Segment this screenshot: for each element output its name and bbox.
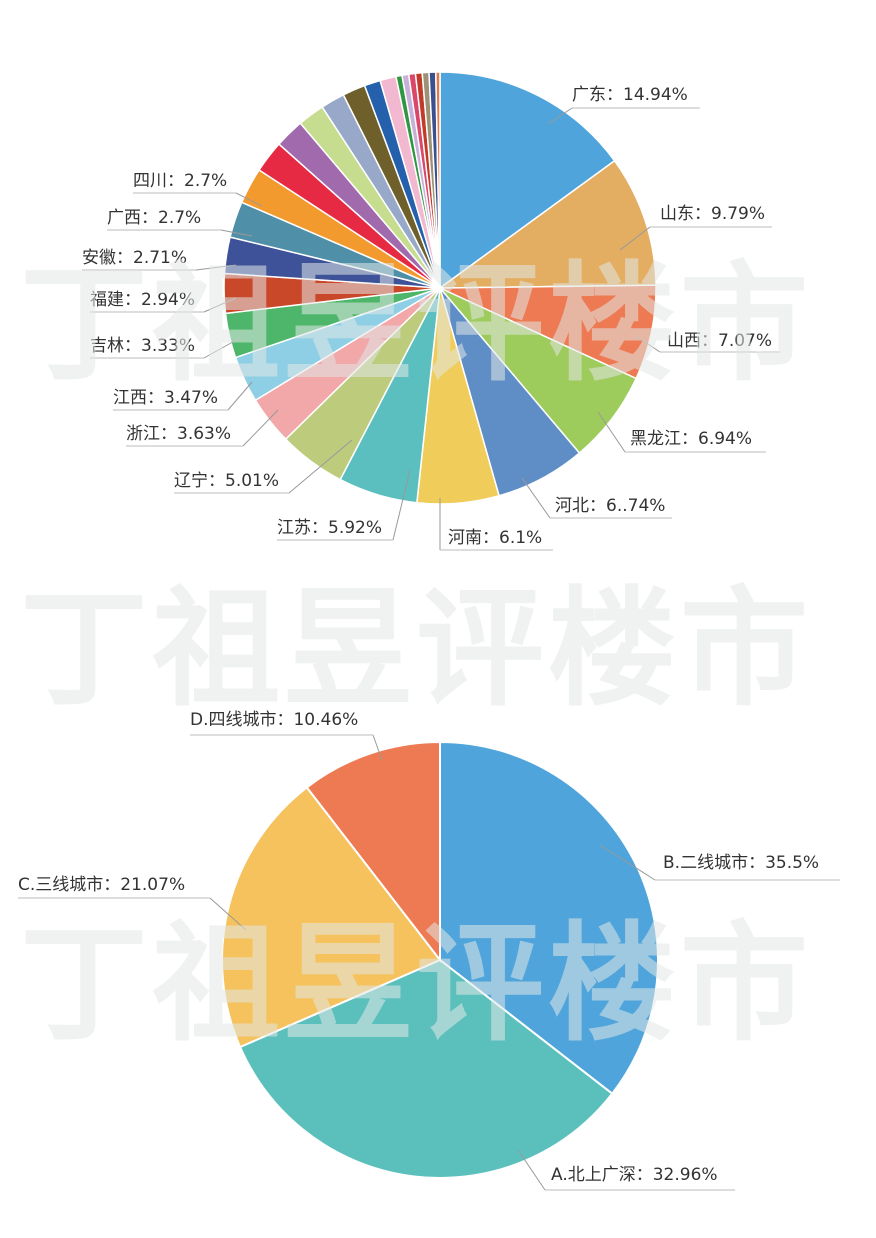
leader-line — [242, 409, 279, 447]
leader-line — [517, 1149, 546, 1191]
leader-line — [392, 469, 411, 541]
leader-line — [547, 107, 573, 125]
leader-line — [209, 897, 247, 931]
leader-line — [372, 734, 383, 761]
pie-slice-广东 — [439, 71, 616, 290]
pie-slice-C.三线城市 — [221, 786, 442, 1049]
leader-line — [195, 264, 237, 271]
data-label: 浙江：3.63% — [126, 424, 231, 444]
leader-line — [635, 335, 661, 353]
leader-line — [288, 439, 353, 494]
data-label: 吉林：3.33% — [90, 336, 195, 356]
leader-line — [521, 477, 551, 519]
data-label: 山东：9.79% — [660, 204, 765, 224]
leader-line — [619, 226, 651, 251]
pie-slice — [435, 71, 441, 289]
data-label: D.四线城市：10.46% — [190, 710, 358, 730]
data-label: A.北上广深：32.96% — [551, 1165, 718, 1185]
data-label: 广东：14.94% — [572, 85, 688, 105]
data-label: 广西：2.7% — [107, 208, 201, 228]
data-label: 四川：2.7% — [133, 171, 227, 191]
data-label: 江西：3.47% — [113, 388, 218, 408]
data-label: 山西：7.07% — [667, 331, 772, 351]
data-label: 辽宁：5.01% — [174, 471, 279, 491]
pie-slice-D.四线城市 — [305, 740, 441, 963]
leader-line — [203, 297, 237, 313]
data-label: 福建：2.94% — [90, 290, 195, 310]
leader-line — [220, 229, 253, 237]
data-label: 黑龙江：6.94% — [630, 429, 752, 449]
leader-line — [597, 411, 626, 453]
data-label: C.三线城市：21.07% — [18, 875, 185, 895]
pie-slice-A.北上广深 — [238, 958, 614, 1179]
leader-line — [235, 192, 263, 207]
leader-line — [203, 337, 241, 359]
pie-chart-1: 广东：14.94% 山东：9.79% 山西：7.07% 黑龙江：6.94% 河北：6..… — [82, 71, 780, 551]
leader-line — [599, 844, 656, 881]
pie-slice-山东 — [437, 159, 657, 289]
leader-line — [227, 381, 253, 411]
data-label: 河北：6..74% — [555, 496, 665, 516]
pie-chart-2: B.二线城市：35.5% A.北上广深：32.96% C.三线城市：21.07% D.… — [18, 710, 840, 1191]
data-label: 江苏：5.92% — [277, 518, 382, 538]
data-label: 安徽：2.71% — [82, 248, 187, 268]
pie-slice-B.二线城市 — [439, 740, 659, 1096]
data-label: B.二线城市：35.5% — [663, 853, 819, 873]
data-label: 河南：6.1% — [448, 528, 542, 548]
